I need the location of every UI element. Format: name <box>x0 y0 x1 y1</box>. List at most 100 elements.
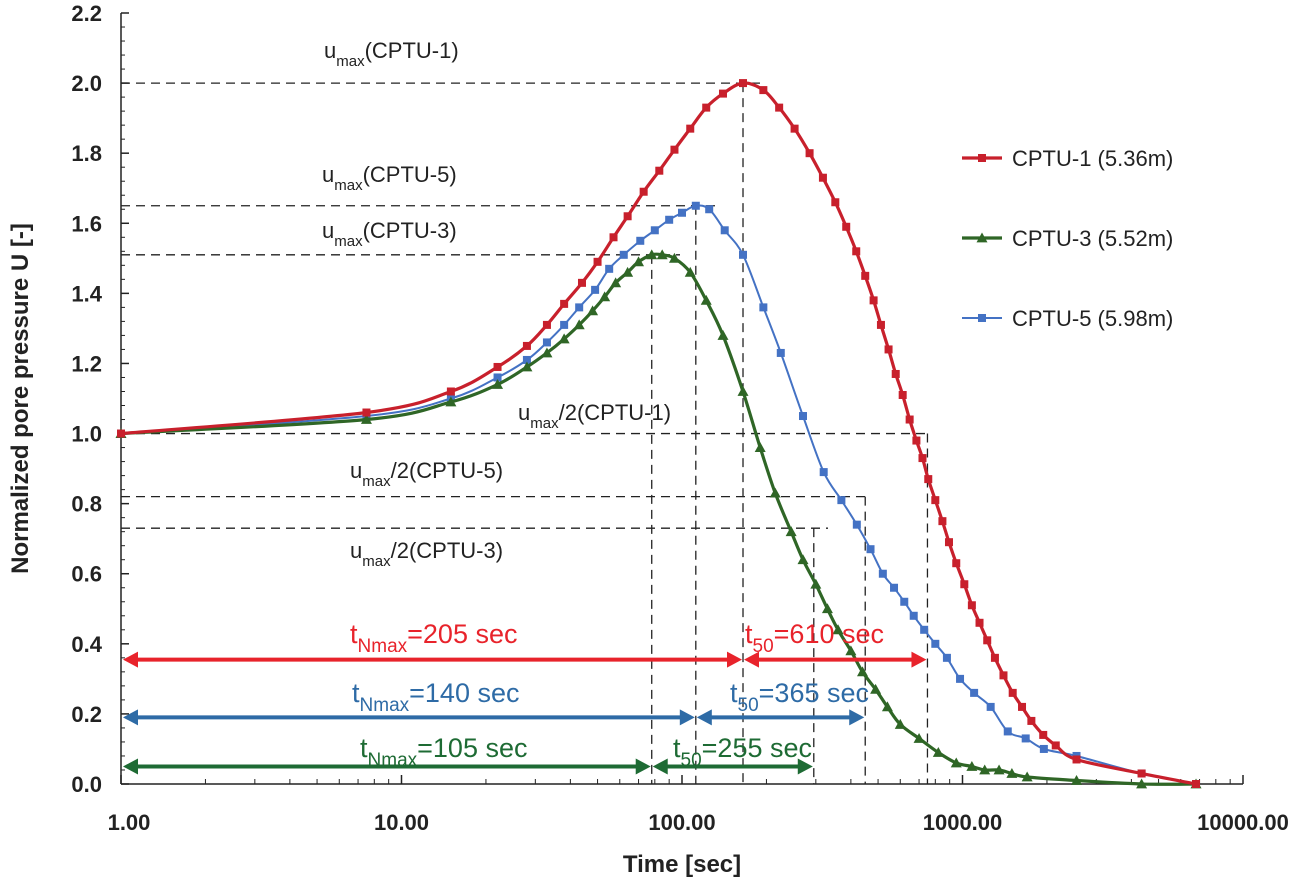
arrow-label: tNmax=105 sec <box>360 733 527 771</box>
data-point-marker <box>1027 716 1036 725</box>
data-point-marker <box>705 205 714 214</box>
data-point-marker <box>944 538 953 547</box>
data-point-marker <box>678 208 686 217</box>
data-point-marker <box>558 333 570 344</box>
data-point-marker <box>639 187 648 196</box>
data-point-marker <box>861 271 870 280</box>
time-arrow: t50=365 sec <box>696 678 869 726</box>
data-point-marker <box>1192 780 1201 788</box>
data-point-marker <box>856 666 868 677</box>
data-point-marker <box>700 294 712 305</box>
time-arrow: t50=255 sec <box>652 733 813 775</box>
data-point-marker <box>636 236 645 245</box>
data-point-marker <box>619 250 628 259</box>
data-point-marker <box>117 429 125 438</box>
data-point-marker <box>818 173 827 182</box>
time-arrow: t50=610 sec <box>744 619 927 668</box>
data-point-marker <box>633 256 645 267</box>
data-point-marker <box>650 226 659 235</box>
data-point-marker <box>999 671 1008 680</box>
y-tick-label: 1.0 <box>71 422 102 447</box>
data-point-marker <box>1137 769 1146 778</box>
data-point-marker <box>837 496 846 505</box>
data-point-marker <box>785 526 797 537</box>
arrow-label: t50=255 sec <box>673 733 812 771</box>
y-axis-title: Normalized pore pressure U [-] <box>7 223 34 574</box>
data-point-marker <box>920 625 929 634</box>
data-point-marker <box>909 611 918 620</box>
data-point-marker <box>932 746 944 757</box>
series-line <box>120 204 1197 785</box>
data-point-marker <box>1039 730 1048 739</box>
data-point-marker <box>522 355 531 364</box>
data-point-marker <box>759 86 768 95</box>
time-arrow: tNmax=105 sec <box>123 733 651 775</box>
data-point-marker <box>1021 734 1030 743</box>
data-point-marker <box>798 412 807 421</box>
data-point-marker <box>978 314 986 322</box>
data-point-marker <box>754 442 766 452</box>
data-point-marker <box>913 732 925 743</box>
annotation-label: umax/2(CPTU-5) <box>350 458 503 490</box>
data-point-marker <box>931 639 940 648</box>
data-point-marker <box>890 583 899 592</box>
data-point-marker <box>819 468 828 477</box>
data-point-marker <box>684 266 696 277</box>
arrow-head <box>123 651 138 668</box>
data-point-marker <box>445 396 457 407</box>
data-point-marker <box>1136 778 1148 789</box>
data-point-marker <box>1071 774 1083 785</box>
x-tick-label: 100.00 <box>648 810 715 835</box>
data-point-marker <box>852 520 861 529</box>
data-point-marker <box>560 320 569 329</box>
data-point-marker <box>587 305 599 316</box>
series-line <box>120 81 1197 786</box>
x-tick-label: 10000.00 <box>1197 810 1289 835</box>
arrow-label: tNmax=140 sec <box>352 678 519 716</box>
y-tick-label: 1.6 <box>71 211 102 236</box>
data-point-marker <box>665 215 674 224</box>
x-tick-label: 10.00 <box>374 810 429 835</box>
data-point-marker <box>1072 755 1081 764</box>
data-point-marker <box>912 436 921 445</box>
data-point-marker <box>918 454 927 463</box>
data-point-marker <box>878 569 887 578</box>
data-point-marker <box>686 124 695 133</box>
data-series <box>115 79 1202 789</box>
data-point-marker <box>845 645 857 656</box>
data-point-marker <box>938 517 947 526</box>
legend-item: CPTU-5 (5.98m) <box>962 306 1173 331</box>
arrow-head <box>797 758 813 775</box>
data-point-marker <box>599 291 611 302</box>
series-line <box>120 252 1197 786</box>
arrow-head <box>744 651 760 668</box>
time-arrow: tNmax=205 sec <box>123 619 743 668</box>
legend-item: CPTU-1 (5.36m) <box>962 146 1173 171</box>
data-point-marker <box>759 303 768 312</box>
arrow-head <box>911 651 927 668</box>
data-point-marker <box>655 166 664 175</box>
data-point-marker <box>522 341 531 350</box>
arrow-head <box>696 709 712 726</box>
data-point-marker <box>970 688 979 697</box>
data-point-marker <box>1021 771 1033 782</box>
arrow-head <box>849 709 865 726</box>
data-point-marker <box>702 103 711 112</box>
data-point-marker <box>924 475 933 484</box>
data-point-marker <box>775 103 784 112</box>
data-point-marker <box>362 408 371 417</box>
data-point-marker <box>967 601 976 610</box>
data-point-marker <box>1003 727 1012 736</box>
arrow-head <box>635 758 651 775</box>
data-point-marker <box>573 319 585 330</box>
data-point-marker <box>866 545 875 554</box>
annotations: umax(CPTU-1) umax(CPTU-5) umax(CPTU-3) umax… <box>322 38 671 570</box>
data-point-marker <box>876 320 885 329</box>
data-point-marker <box>720 226 729 235</box>
y-tick-label: 0.8 <box>71 492 102 517</box>
time-arrows: tNmax=205 sec t50=610 sec tNmax=140 sec t50… <box>123 619 927 775</box>
data-point-marker <box>670 145 679 154</box>
data-point-marker <box>956 674 965 683</box>
data-point-marker <box>805 149 814 158</box>
data-point-marker <box>942 653 951 662</box>
